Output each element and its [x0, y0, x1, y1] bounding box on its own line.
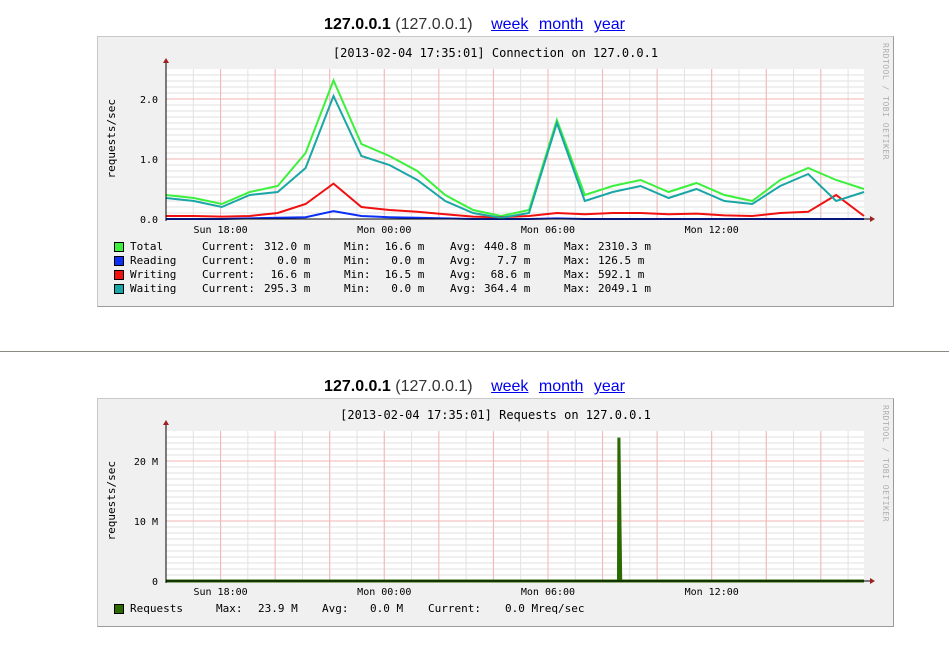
plot-area — [166, 431, 864, 581]
graph-title: [2013-02-04 17:35:01] Connection on 127.… — [332, 46, 659, 60]
avg-value: 68.6 m — [484, 268, 531, 281]
y-tick-label: 0.0 — [140, 215, 158, 226]
max-label: Max: — [564, 268, 591, 281]
legend-row-requests: Requests Max: 23.9 M Avg: 0.0 M Current:… — [114, 602, 584, 616]
avg-value: 364.4 m — [484, 282, 531, 295]
avg-label: Avg: — [450, 268, 477, 281]
connection-graph: [2013-02-04 17:35:01] Connection on 127.… — [97, 36, 894, 307]
year-link[interactable]: year — [593, 16, 625, 33]
y-axis-arrow — [163, 420, 169, 425]
current-label: Current: — [428, 602, 481, 615]
series-name: Total — [130, 240, 164, 253]
current-label: Current: — [202, 268, 255, 281]
max-value: 2049.1 m — [598, 282, 651, 295]
min-label: Min: — [344, 268, 371, 281]
y-tick-label: 10 M — [134, 517, 158, 528]
max-value: 2310.3 m — [598, 240, 651, 253]
requests-chart: 20 M 10 M 0 Sun 18:00 Mon 00:00 Mon 06:00 Mon … — [134, 420, 875, 598]
max-label: Max: — [564, 240, 591, 253]
min-value: 16.5 m — [378, 268, 425, 281]
series-line-total — [165, 77, 865, 218]
connection-chart: 2.0 1.0 0.0 Sun 18:00 Mon 00:00 Mon 06:00 Mon … — [140, 58, 875, 236]
rrdtool-credit: RRDTOOL / TOBI OETIKER — [881, 43, 890, 160]
avg-label: Avg: — [450, 240, 477, 253]
avg-label: Avg: — [450, 254, 477, 267]
x-tick-label: Mon 00:00 — [357, 225, 411, 236]
graph1-header: 127.0.0.1 (127.0.0.1) week month year — [0, 16, 949, 34]
graph2-header: 127.0.0.1 (127.0.0.1) week month year — [0, 378, 949, 396]
graph-title: [2013-02-04 17:35:01] Requests on 127.0.… — [340, 408, 651, 422]
current-value: 16.6 m — [264, 268, 311, 281]
series-name: Waiting — [130, 282, 177, 295]
host-name: 127.0.0.1 — [324, 378, 391, 395]
max-value: 126.5 m — [598, 254, 645, 267]
x-axis-arrow — [870, 578, 875, 584]
current-value: 0.0 Mreq/sec — [505, 602, 585, 615]
writing-swatch — [114, 270, 124, 280]
x-tick-label: Mon 06:00 — [521, 225, 575, 236]
max-label: Max: — [216, 602, 243, 615]
min-label: Min: — [344, 282, 371, 295]
divider — [0, 351, 949, 352]
host-ip: (127.0.0.1) — [395, 16, 473, 33]
total-swatch — [114, 242, 124, 252]
y-tick-label: 0 — [152, 577, 158, 588]
x-tick-label: Mon 00:00 — [357, 587, 411, 598]
current-value: 0.0 m — [264, 254, 311, 267]
series-name: Requests — [130, 602, 183, 615]
series-name: Reading — [130, 254, 177, 267]
plot-area — [166, 69, 864, 219]
min-label: Min: — [344, 254, 371, 267]
avg-label: Avg: — [450, 282, 477, 295]
current-value: 295.3 m — [264, 282, 311, 295]
avg-value: 7.7 m — [484, 254, 531, 267]
x-tick-label: Mon 12:00 — [685, 587, 739, 598]
series-line-waiting — [165, 93, 865, 219]
host-name: 127.0.0.1 — [324, 16, 391, 33]
x-axis-arrow — [870, 216, 875, 222]
month-link[interactable]: month — [538, 378, 584, 395]
host-ip: (127.0.0.1) — [395, 378, 473, 395]
x-tick-label: Mon 12:00 — [685, 225, 739, 236]
requests-graph: [2013-02-04 17:35:01] Requests on 127.0.… — [97, 398, 894, 627]
avg-label: Avg: — [322, 602, 349, 615]
avg-value: 440.8 m — [484, 240, 531, 253]
x-tick-label: Sun 18:00 — [193, 587, 247, 598]
y-tick-label: 1.0 — [140, 155, 158, 166]
legend-row-total: Total Current: 312.0 m Min: 16.6 m Avg: … — [114, 240, 651, 254]
waiting-swatch — [114, 284, 124, 294]
min-label: Min: — [344, 240, 371, 253]
avg-value: 0.0 M — [370, 602, 404, 615]
y-tick-label: 2.0 — [140, 95, 158, 106]
series-name: Writing — [130, 268, 177, 281]
series-line-writing — [166, 182, 865, 219]
x-tick-label: Mon 06:00 — [521, 587, 575, 598]
year-link[interactable]: year — [593, 378, 625, 395]
requests-swatch — [114, 604, 124, 614]
min-value: 0.0 m — [378, 282, 425, 295]
max-value: 23.9 M — [258, 602, 298, 615]
week-link[interactable]: week — [491, 16, 529, 33]
current-value: 312.0 m — [264, 240, 311, 253]
current-label: Current: — [202, 282, 255, 295]
current-label: Current: — [202, 254, 255, 267]
month-link[interactable]: month — [538, 16, 584, 33]
max-label: Max: — [564, 254, 591, 267]
rrdtool-credit: RRDTOOL / TOBI OETIKER — [881, 405, 890, 522]
week-link[interactable]: week — [491, 378, 529, 395]
legend-row-writing: Writing Current: 16.6 m Min: 16.5 m Avg:… — [114, 268, 651, 282]
y-axis-arrow — [163, 58, 169, 63]
min-value: 0.0 m — [378, 254, 425, 267]
legend: Requests Max: 23.9 M Avg: 0.0 M Current:… — [114, 602, 584, 616]
min-value: 16.6 m — [378, 240, 425, 253]
legend: Total Current: 312.0 m Min: 16.6 m Avg: … — [114, 240, 651, 296]
max-label: Max: — [564, 282, 591, 295]
current-label: Current: — [202, 240, 255, 253]
reading-swatch — [114, 256, 124, 266]
y-tick-label: 20 M — [134, 457, 158, 468]
max-value: 592.1 m — [598, 268, 645, 281]
legend-row-waiting: Waiting Current: 295.3 m Min: 0.0 m Avg:… — [114, 282, 651, 296]
x-tick-label: Sun 18:00 — [193, 225, 247, 236]
legend-row-reading: Reading Current: 0.0 m Min: 0.0 m Avg: 7… — [114, 254, 651, 268]
